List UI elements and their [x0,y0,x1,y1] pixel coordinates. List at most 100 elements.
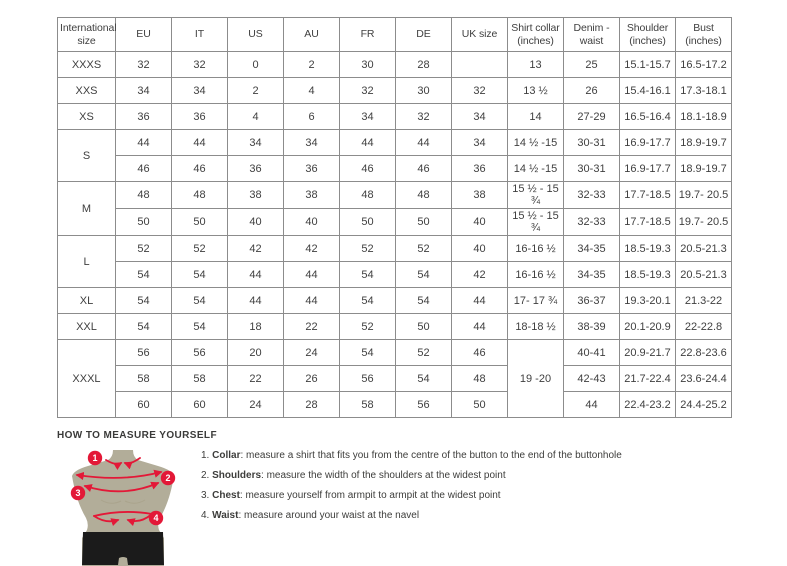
instruction-label: Shoulders [212,470,262,481]
measure-instructions-list: 1. Collar: measure a shirt that fits you… [201,450,622,530]
table-cell: 36 [227,155,284,182]
table-cell: 60 [171,391,228,418]
table-cell: 19.7- 20.5 [675,208,732,236]
table-cell: 44 [283,261,340,288]
table-cell: 44 [339,129,396,156]
table-cell: 28 [283,391,340,418]
table-cell: 54 [395,365,452,392]
table-row: XXS 34 34 2 4 32 30 32 13 ½ 26 15.4-16.1 17.3-18.1 [57,77,732,104]
table-cell: 15.1-15.7 [619,51,676,78]
table-cell: 38 [451,181,508,209]
table-cell: 48 [171,181,228,209]
table-cell: 28 [395,51,452,78]
table-cell: 44 [451,313,508,340]
table-cell: 16-16 ½ [507,261,564,288]
table-cell: 40 [227,208,284,236]
table-cell: 15.4-16.1 [619,77,676,104]
table-cell: S [57,129,116,182]
waist-measure-arc [93,511,153,517]
table-cell: 13 ½ [507,77,564,104]
table-cell: 4 [227,103,284,130]
table-cell: 24 [227,391,284,418]
instruction-number: 2. [201,470,213,481]
table-cell: 32 [171,51,228,78]
table-cell: 21.7-22.4 [619,365,676,392]
table-row: M 48 48 38 38 48 48 38 15 ½ - 15 ¾ 32-33 17.7-18.5… [57,181,732,236]
measure-instruction-collar: 1. Collar: measure a shirt that fits you… [201,450,622,461]
table-cell: 38-39 [563,313,620,340]
table-cell: 32 [451,77,508,104]
table-cell: 54 [115,287,172,314]
table-cell: 20 [227,339,284,366]
table-cell: 24 [283,339,340,366]
table-cell: 14 [507,103,564,130]
table-row: S 44 44 34 34 44 44 34 14 ½ -15 30-31 16.9-17.7 18.… [57,129,732,182]
table-cell: 20.5-21.3 [675,235,732,262]
table-cell: 16.9-17.7 [619,129,676,156]
table-cell: 18.5-19.3 [619,235,676,262]
table-cell: 40-41 [563,339,620,366]
table-cell: 32 [395,103,452,130]
table-cell: 6 [283,103,340,130]
table-cell: 56 [339,365,396,392]
table-cell: 34 [339,103,396,130]
table-cell: 19 -20 [507,339,564,418]
table-cell: 14 ½ -15 [507,155,564,182]
table-cell: 15 ½ - 15 ¾ [507,181,564,209]
table-row: XXXL 56 56 20 24 54 52 46 19 -20 40-41 20.9-21.7 22… [57,339,732,418]
table-cell: 16.5-16.4 [619,103,676,130]
table-cell: 34 [451,129,508,156]
badge-1: 1 [87,450,103,466]
instruction-text: : measure a shirt that fits you from the… [240,450,622,461]
table-cell: 50 [115,208,172,236]
table-cell: 32 [115,51,172,78]
table-cell: 21.3-22 [675,287,732,314]
shorts-shape [82,532,164,565]
table-cell: 25 [563,51,620,78]
table-cell: 17.7-18.5 [619,181,676,209]
table-cell: 17.7-18.5 [619,208,676,236]
table-cell: 16.9-17.7 [619,155,676,182]
table-cell: 42-43 [563,365,620,392]
table-cell: 30 [339,51,396,78]
table-cell: 2 [283,51,340,78]
column-header: EU [115,17,172,52]
table-cell: 40 [451,235,508,262]
table-cell: 54 [339,287,396,314]
table-cell: 50 [451,391,508,418]
table-cell: 36 [283,155,340,182]
table-cell: 52 [171,235,228,262]
table-cell: 38 [283,181,340,209]
column-header: International size [57,17,117,52]
table-cell: 54 [339,261,396,288]
table-cell: 60 [115,391,172,418]
table-cell: 2 [227,77,284,104]
instruction-label: Collar [212,450,241,461]
svg-text:3: 3 [75,488,80,498]
table-cell: XL [57,287,116,314]
table-cell: 52 [339,235,396,262]
table-cell: XS [57,103,116,130]
table-cell: 18 [227,313,284,340]
table-cell: 30-31 [563,129,620,156]
instruction-text: : measure around your waist at the navel [238,510,420,521]
column-header: Shirt collar (inches) [507,17,564,52]
table-cell: 16.5-17.2 [675,51,732,78]
table-cell: 56 [395,391,452,418]
column-header: Bust (inches) [675,17,732,52]
collar-measure-arrow [105,459,123,471]
table-row: L 52 52 42 42 52 52 40 16-16 ½ 34-35 18.5-19.3 20.5… [57,235,732,288]
column-header: FR [339,17,396,52]
table-cell: 40 [451,208,508,236]
table-cell: 54 [339,339,396,366]
table-cell: 54 [171,261,228,288]
table-cell: 48 [395,181,452,209]
measure-instruction-chest: 3. Chest: measure yourself from armpit t… [201,490,622,501]
table-cell: 23.6-24.4 [675,365,732,392]
table-cell: 40 [283,208,340,236]
table-cell: 44 [563,391,620,418]
column-header: Shoulder (inches) [619,17,676,52]
table-cell: 52 [395,339,452,366]
table-cell: 26 [283,365,340,392]
chest-measure-arrow [83,481,160,493]
